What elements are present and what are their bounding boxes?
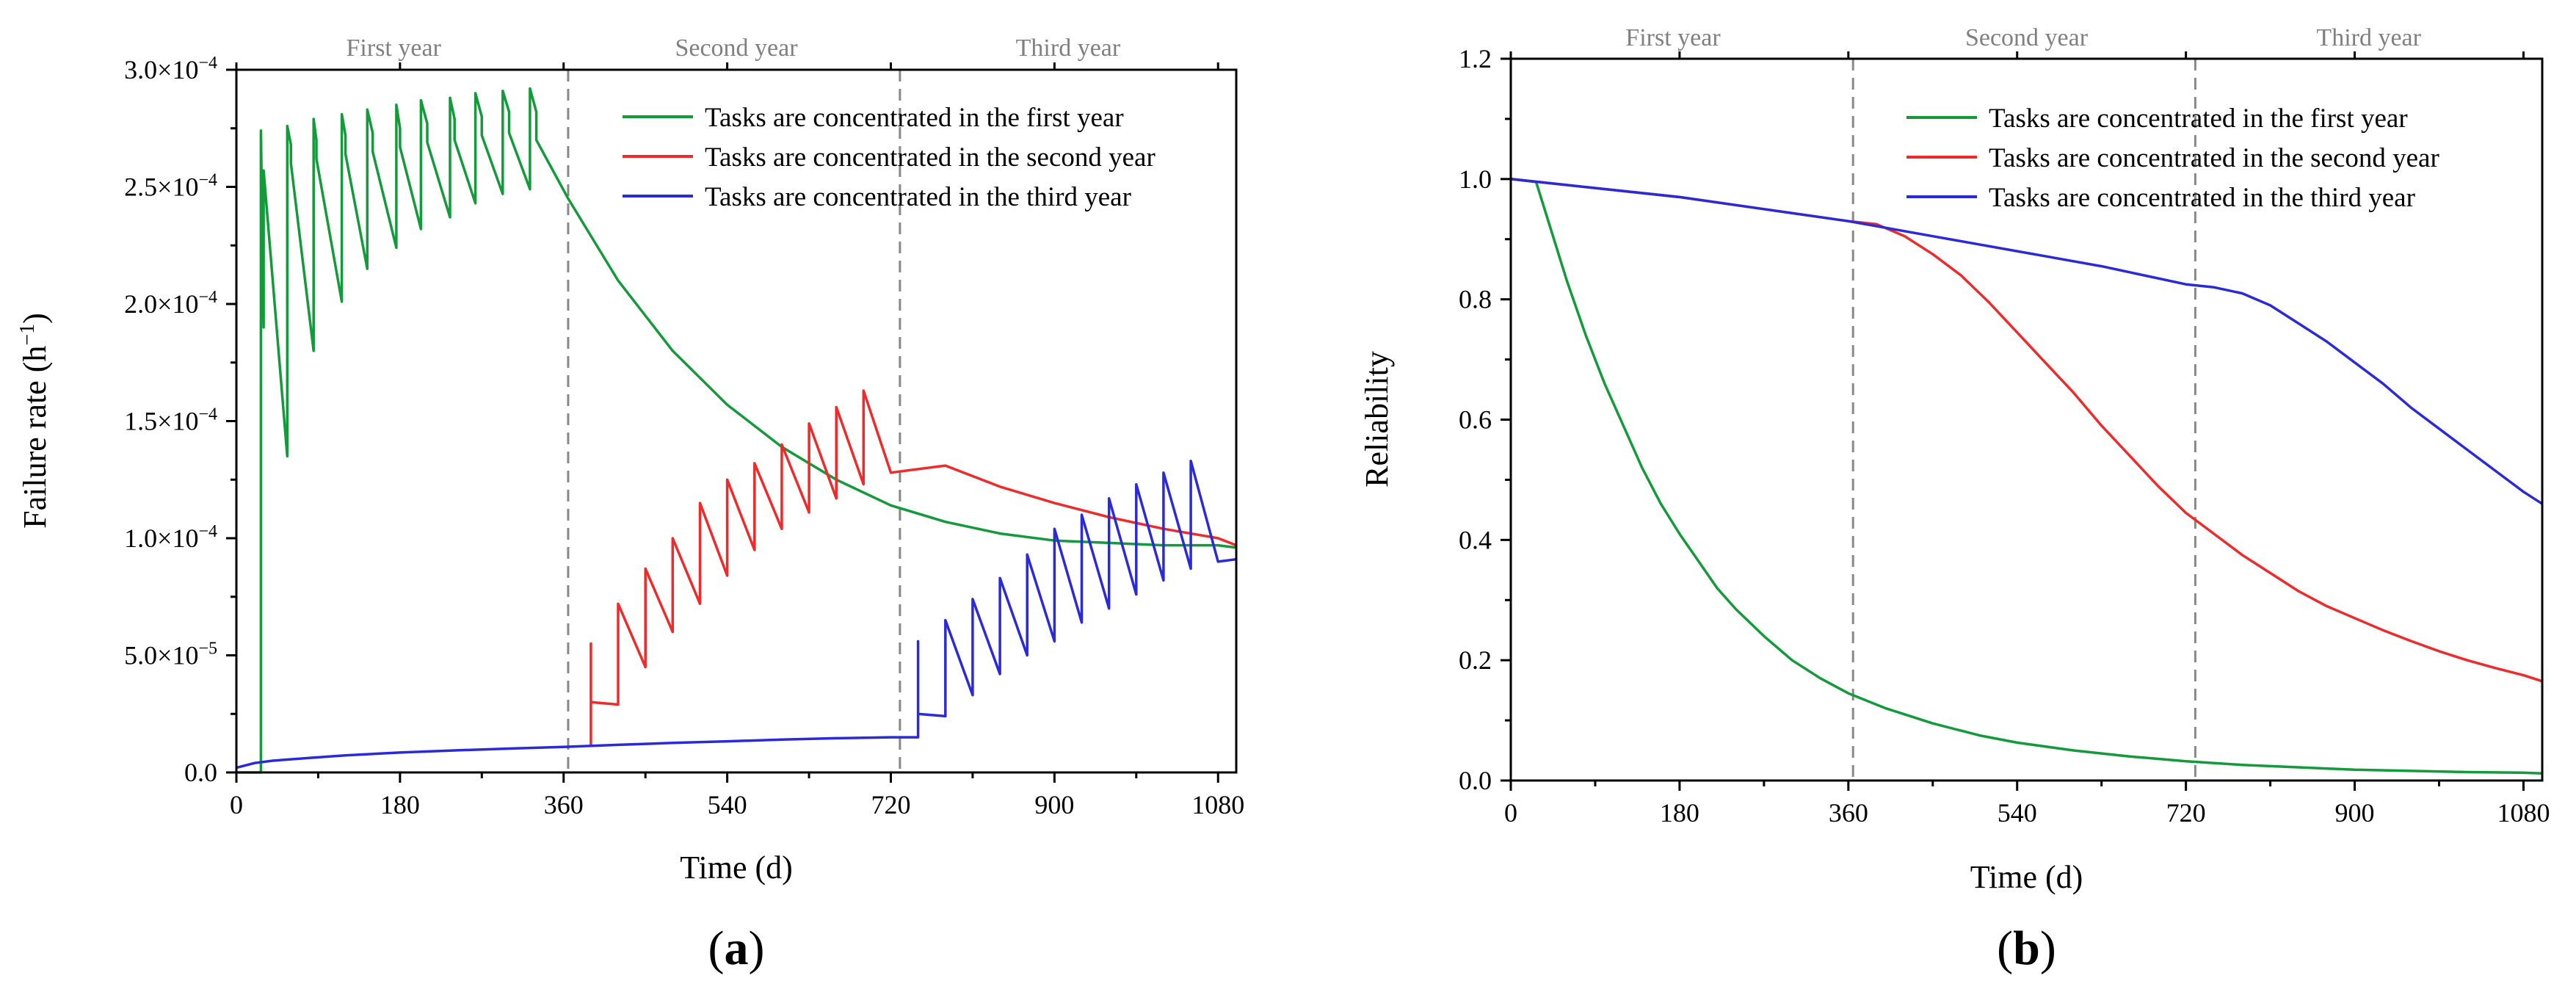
a-y-tick-label: 1.0×10−4 — [124, 522, 217, 553]
b-x-tick-label: 360 — [1829, 798, 1868, 828]
b-x-tick-label: 180 — [1660, 798, 1699, 828]
a-legend-label: Tasks are concentrated in the first year — [705, 103, 1124, 133]
a-legend: Tasks are concentrated in the first year… — [623, 103, 1155, 212]
b-x-tick-label: 540 — [1998, 798, 2037, 828]
b-series-line-red — [1510, 178, 2543, 683]
b-period-label-2: Second year — [1965, 24, 2089, 51]
b-series-group — [1510, 178, 2543, 775]
a-plot-frame — [235, 68, 1238, 774]
b-legend-label: Tasks are concentrated in the third year — [1989, 183, 2415, 213]
b-y-axis-title: Reliability — [1359, 351, 1395, 488]
a-panel-label: (a) — [708, 921, 765, 975]
a-series-line-green — [236, 87, 1237, 774]
b-x-tick-label: 0 — [1504, 798, 1517, 828]
a-series-group — [236, 87, 1237, 774]
b-series-line-green — [1510, 178, 2543, 775]
a-period-label-1: First year — [347, 35, 442, 62]
a-legend-label: Tasks are concentrated in the third year — [705, 182, 1131, 212]
a-y-tick-label: 1.5×10−4 — [124, 405, 217, 436]
a-period-label-2: Second year — [675, 35, 798, 62]
a-period-label-3: Third year — [1016, 35, 1121, 62]
a-x-tick-label: 360 — [544, 790, 584, 819]
a-series-line-blue — [236, 459, 1237, 770]
b-legend-label: Tasks are concentrated in the second yea… — [1989, 143, 2439, 173]
a-y-tick-label: 2.0×10−4 — [124, 288, 217, 319]
b-legend: Tasks are concentrated in the first year… — [1906, 104, 2439, 213]
a-x-axis-title: Time (d) — [680, 850, 793, 886]
b-y-tick-label: 0.4 — [1459, 525, 1492, 554]
b-x-tick-label: 720 — [2166, 798, 2206, 828]
a-legend-label: Tasks are concentrated in the second yea… — [705, 142, 1155, 173]
a-x-tick-label: 540 — [708, 790, 747, 819]
panel-b-reliability-chart: First year Second year Third year 0 180 360 54… — [1359, 24, 2550, 975]
a-y-axis-title: Failure rate (h−1) — [16, 313, 53, 529]
b-y-tick-label: 0.8 — [1459, 285, 1492, 314]
a-x-tick-label: 900 — [1034, 790, 1074, 819]
b-period-label-1: First year — [1625, 24, 1721, 51]
a-y-tick-label: 5.0×10−5 — [124, 640, 217, 670]
b-period-label-3: Third year — [2316, 24, 2421, 51]
b-x-tick-label: 900 — [2335, 798, 2375, 828]
b-y-tick-label: 0.0 — [1459, 766, 1492, 795]
b-y-tick-label: 1.0 — [1459, 164, 1492, 194]
a-y-tick-label: 2.5×10−4 — [124, 171, 217, 202]
a-y-tick-label: 0.0 — [184, 758, 217, 787]
b-legend-label: Tasks are concentrated in the first year — [1989, 104, 2408, 134]
b-x-tick-label: 1080 — [2497, 798, 2550, 828]
panel-a-failure-rate-chart: First year Second year Third year 0 180 360 54… — [16, 35, 1244, 975]
a-x-tick-label: 0 — [230, 790, 243, 819]
b-panel-label: (b) — [1997, 921, 2056, 975]
b-y-tick-label: 0.2 — [1459, 645, 1492, 675]
b-y-tick-label: 1.2 — [1459, 44, 1492, 73]
b-series-line-blue — [1510, 178, 2543, 505]
a-y-tick-label: 3.0×10−4 — [124, 54, 217, 84]
b-x-axis-title: Time (d) — [1970, 859, 2083, 895]
a-series-line-red — [589, 389, 1237, 747]
a-x-tick-label: 180 — [380, 790, 420, 819]
b-y-tick-label: 0.6 — [1459, 405, 1492, 435]
a-x-tick-label: 720 — [871, 790, 910, 819]
a-x-tick-label: 1080 — [1191, 790, 1244, 819]
